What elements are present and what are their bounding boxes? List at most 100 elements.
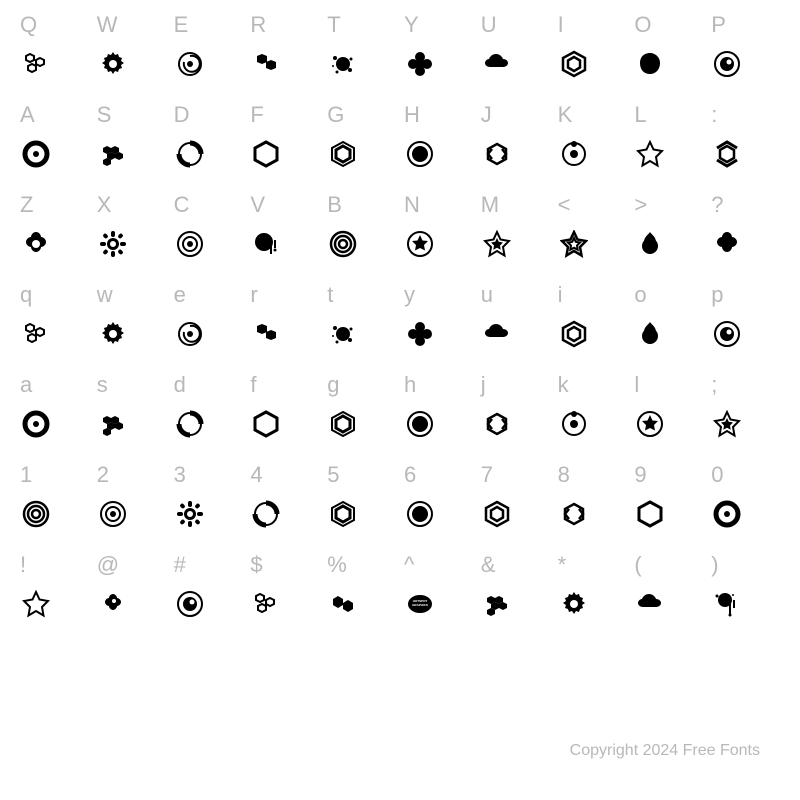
key-label: X [97, 190, 112, 220]
drip-circle-icon [250, 228, 282, 260]
key-label: g [327, 370, 339, 400]
key-label: V [250, 190, 265, 220]
ring-split-icon [174, 138, 206, 170]
key-label: l [634, 370, 639, 400]
splatter-icon [327, 318, 359, 350]
key-label: 3 [174, 460, 186, 490]
char-cell: ( [634, 550, 703, 634]
star-nested-icon [558, 228, 590, 260]
char-cell: 3 [174, 460, 243, 544]
hex-arc-icon [711, 138, 743, 170]
ring-split-icon [250, 498, 282, 530]
key-label: D [174, 100, 190, 130]
star-outline-icon [20, 588, 52, 620]
key-label: Y [404, 10, 419, 40]
char-cell: T [327, 10, 396, 94]
key-label: N [404, 190, 420, 220]
key-label: ? [711, 190, 723, 220]
char-cell: M [481, 190, 550, 274]
hexagon-outline-icon [250, 138, 282, 170]
key-label: e [174, 280, 186, 310]
key-label: 6 [404, 460, 416, 490]
hex-blob-icon [250, 318, 282, 350]
key-label: i [558, 280, 563, 310]
hexagon-double-icon [327, 498, 359, 530]
key-label: ( [634, 550, 641, 580]
star-double-icon [711, 408, 743, 440]
key-label: A [20, 100, 35, 130]
key-label: L [634, 100, 646, 130]
key-label: B [327, 190, 342, 220]
char-cell: E [174, 10, 243, 94]
char-cell: 7 [481, 460, 550, 544]
char-cell: & [481, 550, 550, 634]
char-cell: X [97, 190, 166, 274]
char-cell: $ [250, 550, 319, 634]
quatrefoil-solid-icon [711, 228, 743, 260]
key-label: a [20, 370, 32, 400]
key-label: S [97, 100, 112, 130]
char-cell: 1 [20, 460, 89, 544]
char-cell: i [558, 280, 627, 364]
char-cell: Q [20, 10, 89, 94]
key-label: @ [97, 550, 119, 580]
circle-filled-ring-icon [404, 408, 436, 440]
star-double-icon [481, 228, 513, 260]
char-cell: V [250, 190, 319, 274]
key-label: $ [250, 550, 262, 580]
key-label: 0 [711, 460, 723, 490]
key-label: d [174, 370, 186, 400]
hex-bracket-icon [481, 408, 513, 440]
char-cell: Y [404, 10, 473, 94]
key-label: < [558, 190, 571, 220]
blob-icon [634, 48, 666, 80]
key-label: ^ [404, 550, 414, 580]
hexagon-nested-icon [558, 48, 590, 80]
cloud-icon [481, 318, 513, 350]
eye-quatrefoil-icon [97, 588, 129, 620]
char-cell: R [250, 10, 319, 94]
char-cell: F [250, 100, 319, 184]
key-label: 7 [481, 460, 493, 490]
key-label: 4 [250, 460, 262, 490]
char-cell: d [174, 370, 243, 454]
ring-thick-icon [711, 498, 743, 530]
key-label: F [250, 100, 263, 130]
flower-badge-icon [97, 318, 129, 350]
hex-blob-icon [250, 48, 282, 80]
key-label: R [250, 10, 266, 40]
key-label: ; [711, 370, 717, 400]
key-label: E [174, 10, 189, 40]
character-map-grid: QWERTYUIOPASDFGHJKL:ZXCVBNM<>?qwertyuiop… [20, 10, 780, 634]
hex-bracket-icon [481, 138, 513, 170]
key-label: : [711, 100, 717, 130]
char-cell: W [97, 10, 166, 94]
char-cell: < [558, 190, 627, 274]
concentric-icon [20, 498, 52, 530]
char-cell: f [250, 370, 319, 454]
flower-solid-icon [404, 318, 436, 350]
hex-cluster-icon [250, 588, 282, 620]
hex-cluster-icon [20, 318, 52, 350]
key-label: P [711, 10, 726, 40]
char-cell: g [327, 370, 396, 454]
char-cell: L [634, 100, 703, 184]
char-cell: G [327, 100, 396, 184]
key-label: k [558, 370, 569, 400]
key-label: o [634, 280, 646, 310]
target-icon [97, 498, 129, 530]
char-cell: p [711, 280, 780, 364]
honeycomb-icon [97, 138, 129, 170]
key-label: p [711, 280, 723, 310]
key-label: O [634, 10, 651, 40]
char-cell: t [327, 280, 396, 364]
spiral-ring-icon [174, 48, 206, 80]
key-label: w [97, 280, 113, 310]
char-cell: w [97, 280, 166, 364]
orbit-dot-icon [558, 408, 590, 440]
char-cell: C [174, 190, 243, 274]
key-label: * [558, 550, 567, 580]
target-icon [174, 228, 206, 260]
key-label: ) [711, 550, 718, 580]
hexagon-outline-icon [634, 498, 666, 530]
